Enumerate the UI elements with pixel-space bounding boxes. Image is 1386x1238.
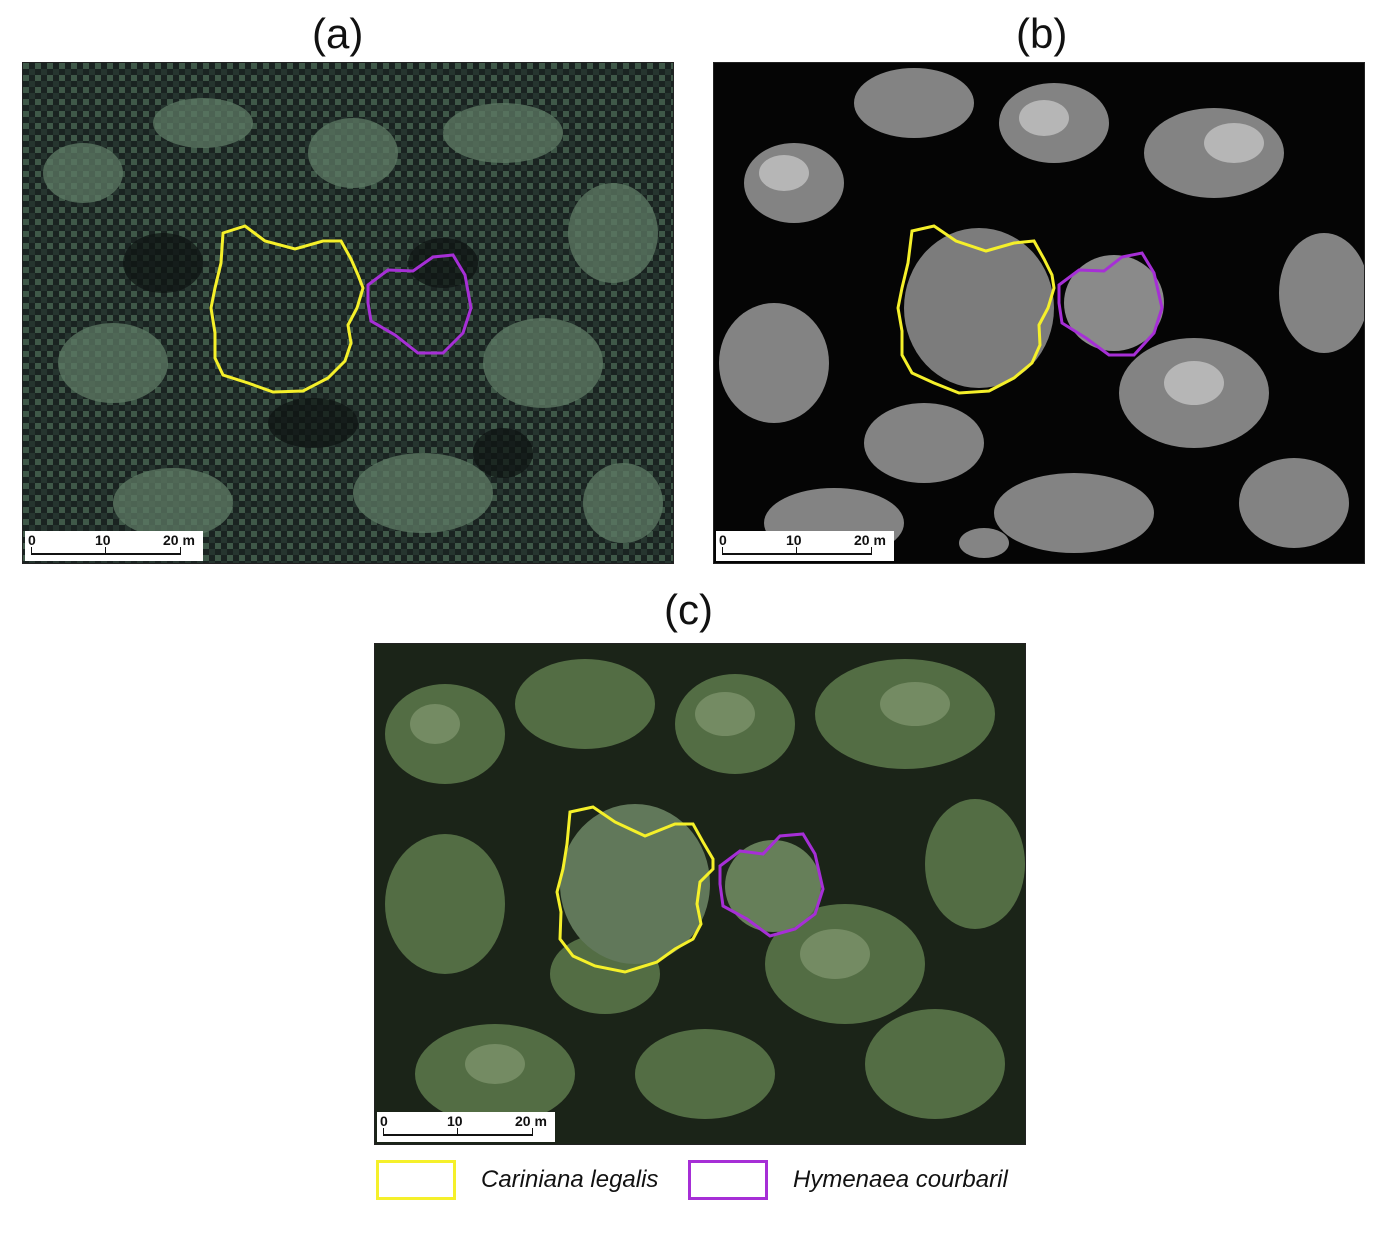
legend-swatch-cariniana <box>376 1160 456 1200</box>
scale-tick-0: 0 <box>719 532 727 548</box>
canopy-image-a <box>23 63 673 563</box>
cariniana-outline-c <box>555 805 715 974</box>
scale-tick-20m: 20 m <box>515 1113 547 1129</box>
scale-tick-20m: 20 m <box>163 532 195 548</box>
scale-tick-10: 10 <box>786 532 802 548</box>
legend-swatch-hymenaea <box>688 1160 768 1200</box>
panel-label-b: (b) <box>1016 10 1068 57</box>
scale-bar-b: 0 10 20 m <box>716 531 894 561</box>
hymenaea-outline-a <box>366 253 473 355</box>
image-panel-b: 0 10 20 m <box>713 62 1365 564</box>
panel-label-a: (a) <box>312 10 364 57</box>
cariniana-outline-a <box>209 224 365 394</box>
legend: Cariniana legalis Hymenaea courbaril <box>376 1160 1036 1204</box>
image-panel-c: 0 10 20 m <box>374 643 1026 1145</box>
scale-tick-10: 10 <box>95 532 111 548</box>
legend-label-cariniana: Cariniana legalis <box>481 1166 659 1193</box>
cariniana-outline-b <box>896 224 1056 395</box>
scale-bar-c: 0 10 20 m <box>377 1112 555 1142</box>
scale-tick-0: 0 <box>28 532 36 548</box>
scale-tick-20m: 20 m <box>854 532 886 548</box>
panel-label-c: (c) <box>664 586 713 633</box>
image-panel-a: 0 10 20 m <box>22 62 674 564</box>
canopy-image-c <box>375 644 1025 1144</box>
scale-tick-10: 10 <box>447 1113 463 1129</box>
hymenaea-outline-c <box>718 832 825 938</box>
canopy-image-b <box>714 63 1364 563</box>
scale-tick-0: 0 <box>380 1113 388 1129</box>
scale-bar-a: 0 10 20 m <box>25 531 203 561</box>
hymenaea-outline-b <box>1057 251 1164 357</box>
legend-label-hymenaea: Hymenaea courbaril <box>793 1166 1008 1193</box>
